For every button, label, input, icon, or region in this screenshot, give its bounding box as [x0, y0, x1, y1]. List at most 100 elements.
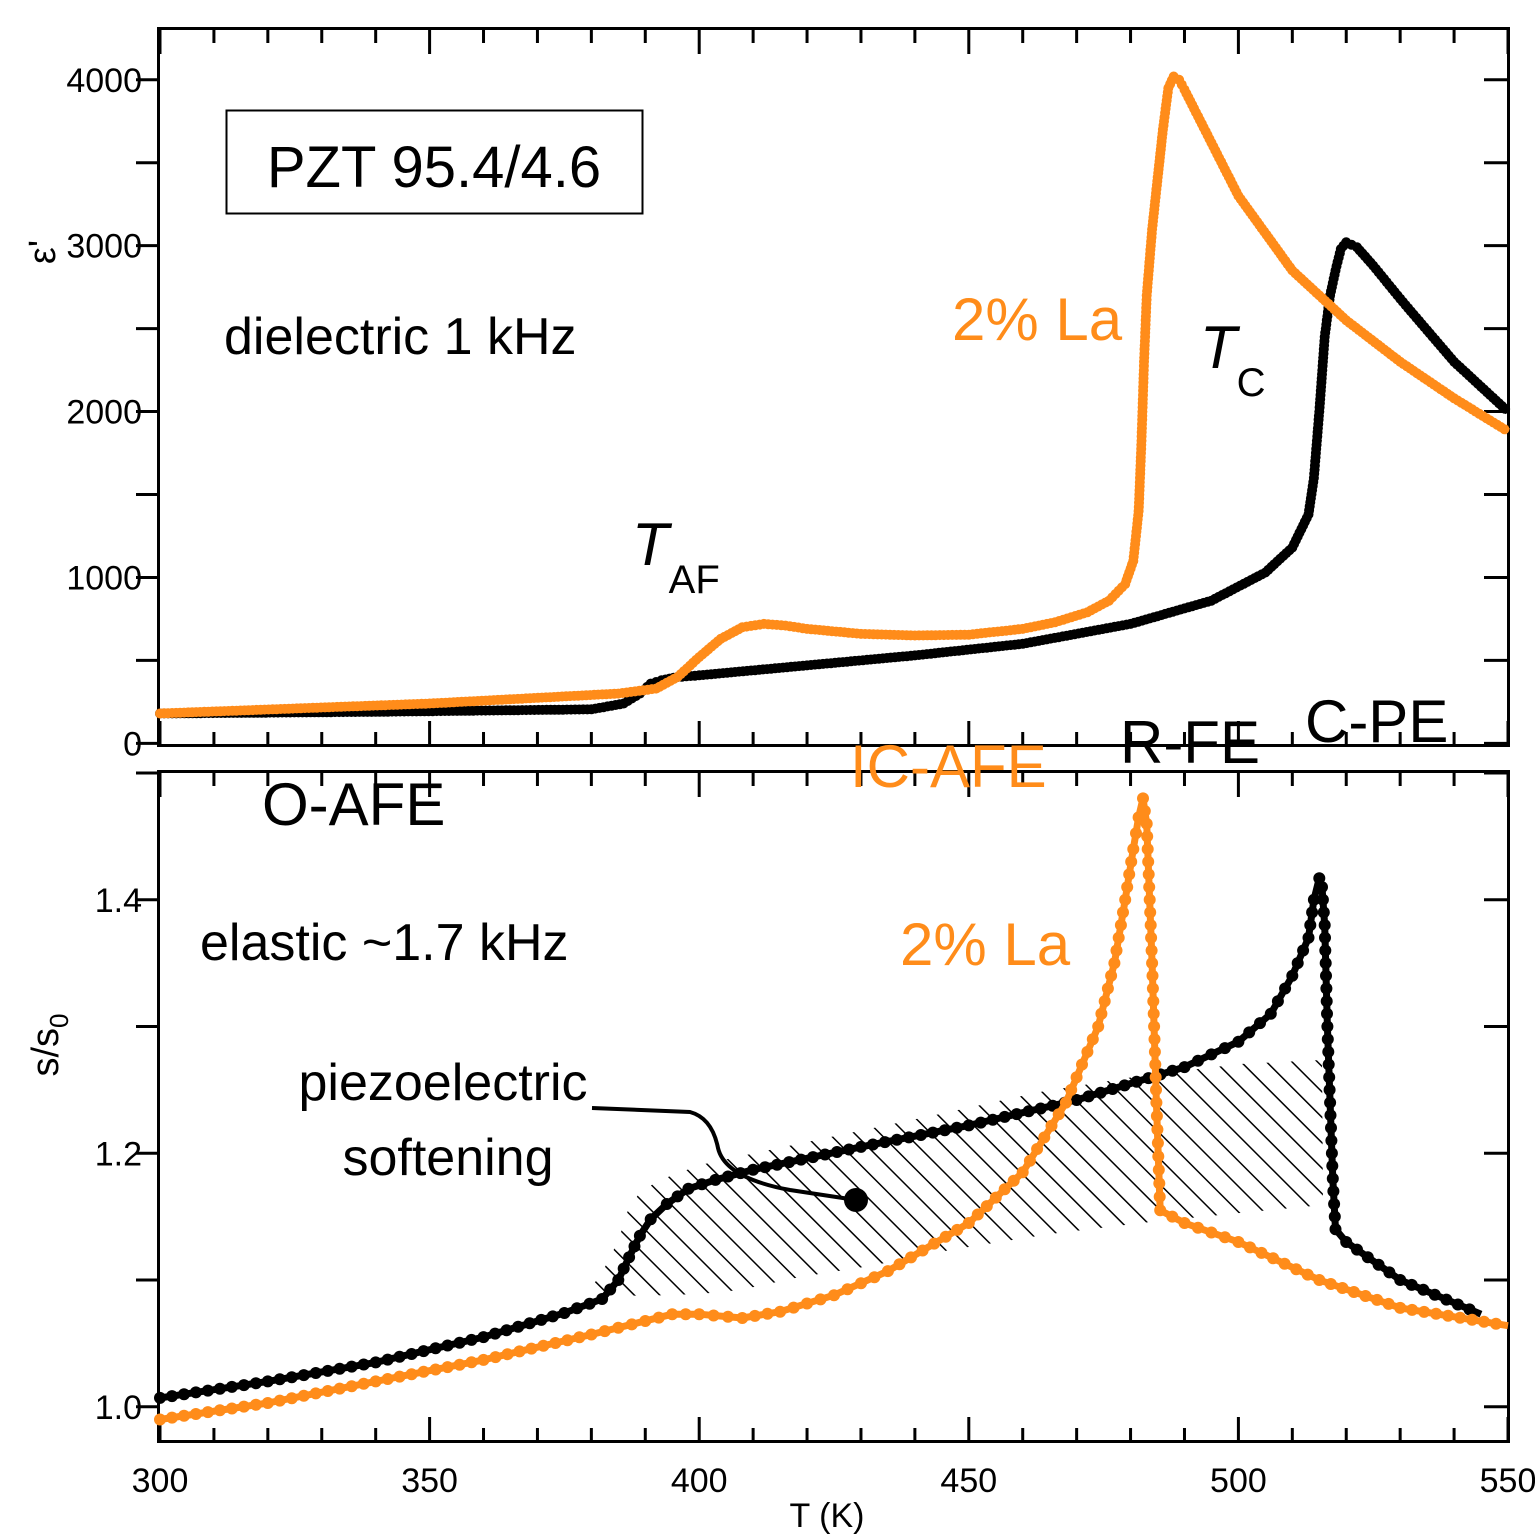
bottom-series-pure-point — [500, 1324, 513, 1337]
top-y-tick-label: 0 — [123, 725, 142, 763]
bottom-series-pure-point — [1034, 1102, 1047, 1115]
bottom-series-la-point — [1153, 1177, 1166, 1190]
bottom-series-pure-point — [722, 1170, 734, 1183]
bottom-series-la-point — [774, 1305, 787, 1318]
bottom-series-pure-point — [1323, 1071, 1336, 1084]
bottom-series-la-point — [652, 1311, 665, 1324]
sample-label: PZT 95.4/4.6 — [267, 135, 601, 200]
bottom-series-pure-point — [1317, 906, 1330, 919]
bottom-series-la-point — [1142, 868, 1155, 881]
bottom-series-pure-point — [1351, 1243, 1363, 1256]
bottom-series-pure-point — [1326, 1159, 1339, 1172]
bottom-series-la-point — [1092, 1020, 1105, 1033]
bottom-series-la-point — [1478, 1315, 1490, 1328]
bottom-series-la-point — [429, 1363, 442, 1376]
bottom-series-la-point — [787, 1301, 800, 1314]
bottom-series-la-point — [1150, 1096, 1163, 1109]
bottom-series-la-point — [1108, 957, 1121, 970]
bottom-series-pure-point — [1405, 1278, 1418, 1291]
bottom-series-la-point — [1255, 1246, 1268, 1259]
x-axis-label: T (K) — [790, 1497, 865, 1535]
bottom-series-la-point — [1144, 906, 1157, 919]
bottom-series-la-point — [225, 1402, 238, 1415]
bottom-series-la-point — [1138, 805, 1151, 817]
bottom-series-la-point — [1127, 843, 1140, 856]
bottom-series-pure-point — [759, 1161, 772, 1174]
bottom-series-la-point — [761, 1307, 774, 1320]
bottom-series-la-point — [1145, 931, 1158, 944]
x-tick-label: 400 — [671, 1462, 728, 1500]
ic-afe-label: IC-AFE — [850, 733, 1047, 800]
bottom-series-pure-point — [783, 1156, 796, 1169]
bottom-series-la-point — [868, 1271, 881, 1284]
bottom-series-la-point — [345, 1380, 358, 1393]
bottom-series-la-point — [1143, 893, 1156, 906]
x-tick-label: 450 — [940, 1462, 997, 1500]
bottom-series-la-point — [1153, 1190, 1166, 1203]
softening-pointer-dot — [844, 1188, 868, 1212]
bottom-series-pure-point — [1428, 1288, 1441, 1301]
bottom-series-pure-point — [523, 1317, 536, 1330]
bottom-series-la-point — [1152, 1163, 1165, 1176]
bottom-series-pure-point — [1327, 1185, 1340, 1198]
bottom-series-pure-point — [261, 1375, 274, 1388]
bottom-series-la-point — [1267, 1252, 1280, 1265]
y-axis-label-bottom-main: s/s — [25, 1028, 67, 1077]
bottom-series-pure-point — [429, 1342, 442, 1355]
bottom-series-pure-point — [393, 1350, 406, 1363]
bottom-series-pure-point — [1325, 1147, 1338, 1160]
bottom-series-pure-point — [1320, 995, 1333, 1008]
bottom-series-pure-point — [1166, 1064, 1179, 1077]
bottom-series-la-point — [814, 1293, 827, 1306]
bottom-series-la-point — [333, 1382, 346, 1395]
bottom-series-la-point — [1076, 1058, 1088, 1071]
bottom-series-la-point — [1031, 1143, 1044, 1155]
bottom-series-pure-point — [682, 1182, 695, 1195]
bottom-series-pure-point — [1010, 1108, 1023, 1121]
x-tick-label: 500 — [1210, 1462, 1267, 1500]
bottom-series-la-point — [828, 1289, 840, 1302]
bottom-series-pure-point — [546, 1310, 559, 1323]
bottom-series-pure-point — [1022, 1105, 1035, 1118]
bottom-series-la-point — [1347, 1286, 1360, 1298]
bottom-series-la-point — [1218, 1231, 1231, 1244]
bottom-series-pure-point — [1302, 931, 1315, 944]
bottom-series-pure-point — [1328, 1198, 1341, 1210]
elastic-frequency-label: elastic ~1.7 kHz — [200, 914, 569, 972]
bottom-series-pure-point — [1304, 919, 1317, 932]
bottom-series-pure-point — [1321, 1007, 1333, 1020]
bottom-series-la-point — [297, 1389, 310, 1402]
bottom-series-la-point — [237, 1400, 250, 1413]
bottom-series-la-point — [166, 1411, 178, 1424]
bottom-series-la-point — [561, 1334, 574, 1347]
bottom-series-la-point — [1016, 1166, 1029, 1179]
bottom-y-tick-label: 1.4 — [95, 882, 142, 920]
top-y-tick-label: 2000 — [66, 394, 142, 432]
bottom-series-la-point — [1490, 1317, 1502, 1330]
bottom-series-la-point — [1166, 1210, 1179, 1223]
bottom-series-la-point — [722, 1310, 734, 1323]
bottom-series-la-point — [1150, 1083, 1162, 1096]
bottom-series-pure-point — [558, 1307, 571, 1319]
bottom-series-pure-point — [1316, 893, 1329, 906]
bottom-series-pure-point — [623, 1251, 636, 1264]
bottom-series-pure-point — [628, 1240, 641, 1253]
bottom-series-la-point — [980, 1200, 993, 1213]
top-series-la-point — [1499, 424, 1510, 435]
bottom-series-pure-point — [583, 1297, 596, 1310]
bottom-series-pure-point — [213, 1382, 226, 1395]
bottom-series-pure-point — [178, 1388, 190, 1401]
bottom-series-la-point — [1140, 817, 1153, 830]
bottom-series-la-point — [1144, 919, 1157, 932]
bottom-series-la-point — [971, 1208, 984, 1221]
bottom-series-la-point — [1086, 1033, 1099, 1046]
bottom-series-pure-point — [405, 1348, 418, 1360]
bottom-series-pure-point — [357, 1358, 370, 1371]
bottom-series-pure-point — [1297, 944, 1310, 957]
bottom-series-la-point — [916, 1244, 929, 1257]
bottom-series-la-point — [1101, 982, 1114, 995]
bottom-series-la-point — [1145, 944, 1158, 957]
bottom-series-pure-point — [604, 1283, 617, 1296]
bottom-series-pure-point — [1094, 1086, 1107, 1099]
